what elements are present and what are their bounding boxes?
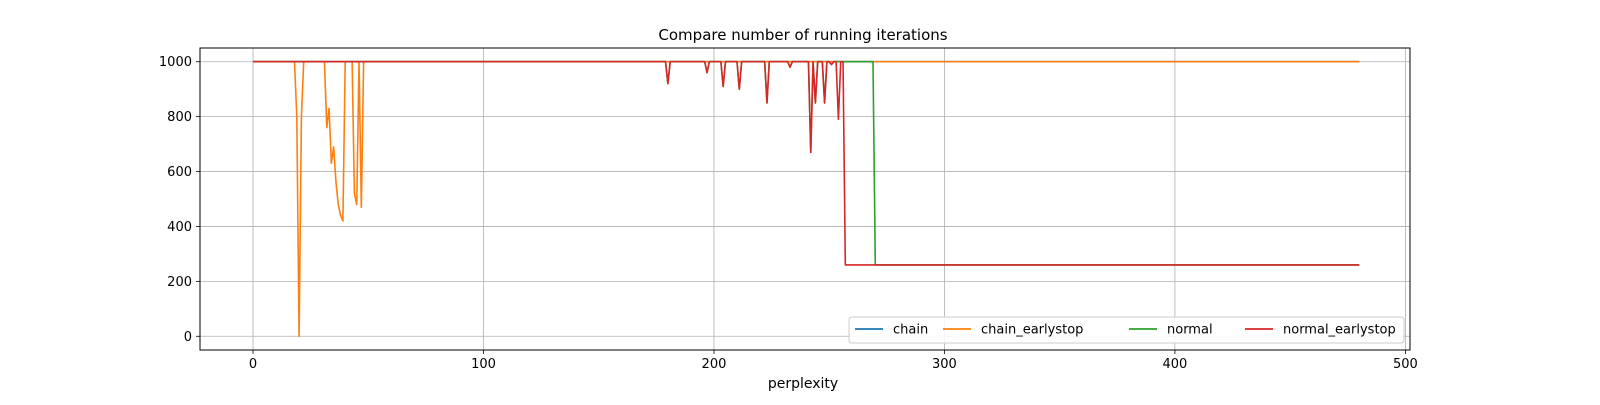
x-tick-label: 200 (702, 357, 727, 372)
x-axis-label: perplexity (768, 376, 838, 392)
x-tick-label: 300 (932, 357, 957, 372)
y-tick-label: 1000 (159, 55, 192, 70)
y-tick-label: 200 (167, 275, 192, 290)
legend-label: normal (1167, 323, 1213, 338)
x-tick-label: 500 (1393, 357, 1418, 372)
y-tick-label: 600 (167, 165, 192, 180)
x-tick-label: 0 (249, 357, 257, 372)
legend-label: normal_earlystop (1283, 323, 1396, 338)
legend-box (848, 316, 1405, 344)
series-lines (253, 60, 1360, 338)
legend: chain chain_earlystop normal normal_earlyst… (848, 316, 1405, 344)
legend-label: chain_earlystop (981, 323, 1083, 338)
legend-label: chain (893, 323, 928, 338)
legend-items: chain chain_earlystop normal normal_earlyst… (855, 323, 1396, 338)
plot-frame (199, 47, 1411, 351)
chart-title: Compare number of running iterations (658, 26, 947, 44)
series-line-normal (253, 60, 1360, 266)
x-tick-label: 100 (471, 357, 496, 372)
series-line-chain-earlystop (253, 60, 1360, 338)
grid (200, 48, 1410, 350)
axis-ticks: 0 100 200 300 400 500 0 200 400 600 800 1000 (159, 55, 1418, 372)
y-tick-label: 400 (167, 220, 192, 235)
y-tick-label: 800 (167, 110, 192, 125)
series-line-normal-earlystop (253, 60, 1360, 266)
y-tick-label: 0 (184, 330, 192, 345)
x-tick-label: 400 (1163, 357, 1188, 372)
